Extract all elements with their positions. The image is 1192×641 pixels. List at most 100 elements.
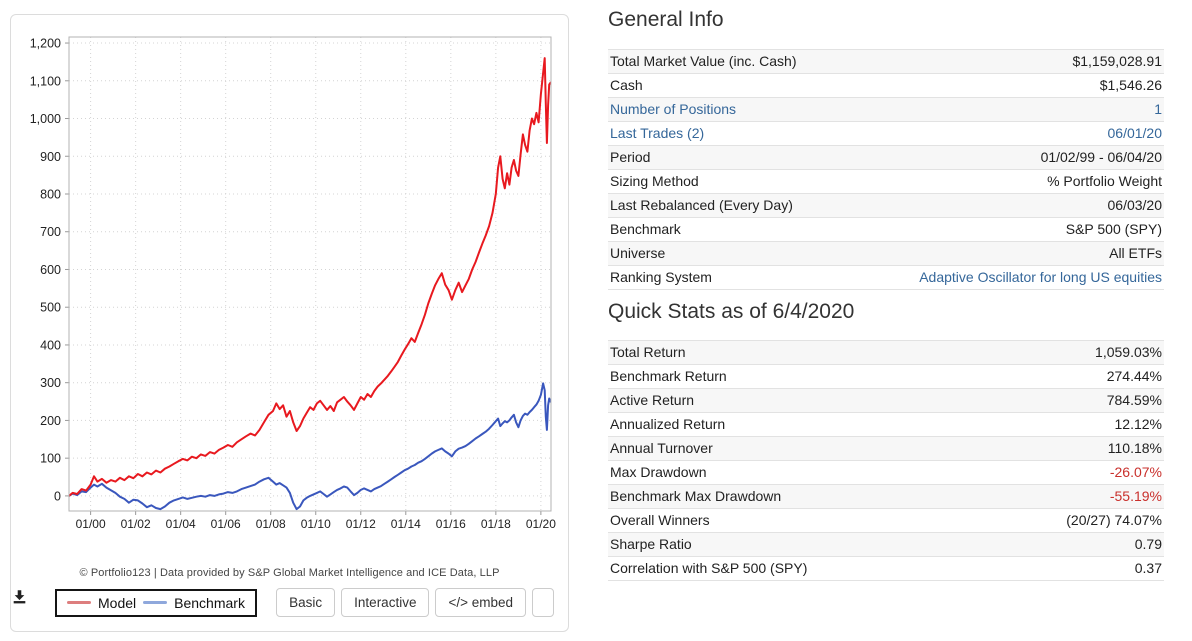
row-label[interactable]: Number of Positions (610, 101, 737, 117)
row-label: Annual Turnover (610, 440, 713, 456)
row-value: 784.59% (1106, 392, 1162, 408)
row-value: 274.44% (1106, 368, 1162, 384)
svg-text:01/08: 01/08 (256, 517, 286, 531)
svg-text:01/18: 01/18 (481, 517, 511, 531)
row-label: Total Market Value (inc. Cash) (610, 53, 797, 69)
svg-text:200: 200 (40, 414, 61, 428)
row-label: Period (610, 149, 651, 165)
info-panel: General Info Total Market Value (inc. Ca… (608, 0, 1164, 581)
row-value: 06/03/20 (1107, 197, 1163, 213)
basic-view-button[interactable]: Basic (276, 588, 336, 617)
table-row: Overall Winners (20/27) 74.07% (608, 508, 1164, 532)
chart-view-buttons: Basic Interactive </> embed (13, 588, 554, 617)
row-value[interactable]: Adaptive Oscillator for long US equities (919, 269, 1162, 285)
svg-text:100: 100 (40, 452, 61, 466)
performance-chart: 0 100 200 300 400 500 600 700 800 900 1,000 1,100 1,… (30, 36, 556, 531)
table-row: Total Return 1,059.03% (608, 340, 1164, 364)
svg-text:01/10: 01/10 (301, 517, 331, 531)
row-label: Active Return (610, 392, 695, 408)
row-value: 01/02/99 - 06/04/20 (1040, 149, 1162, 165)
svg-text:600: 600 (40, 263, 61, 277)
row-value: 0.37 (1134, 560, 1162, 576)
row-label[interactable]: Last Trades (2) (610, 125, 705, 141)
quick-stats-table: Total Return 1,059.03% Benchmark Return 274… (608, 340, 1164, 581)
row-label: Annualized Return (610, 416, 726, 432)
chart-legend: Model Benchmark (55, 588, 257, 617)
row-label: Universe (610, 245, 666, 261)
row-value[interactable]: 06/01/20 (1107, 125, 1163, 141)
svg-text:800: 800 (40, 187, 61, 201)
table-row: Ranking System Adaptive Oscillator for lo… (608, 265, 1164, 289)
benchmark-legend-label: Benchmark (174, 594, 245, 611)
row-label: Ranking System (610, 269, 712, 285)
model-legend-label: Model (98, 594, 137, 611)
table-row: Benchmark Return 274.44% (608, 364, 1164, 388)
table-row: Universe All ETFs (608, 241, 1164, 265)
row-value: % Portfolio Weight (1047, 173, 1162, 189)
table-row: Period 01/02/99 - 06/04/20 (608, 145, 1164, 169)
row-value: S&P 500 (SPY) (1065, 221, 1162, 237)
row-label: Benchmark Max Drawdown (610, 488, 782, 504)
table-row: Sizing Method % Portfolio Weight (608, 169, 1164, 193)
svg-text:01/16: 01/16 (436, 517, 466, 531)
svg-text:01/06: 01/06 (211, 517, 241, 531)
svg-text:01/20: 01/20 (526, 517, 556, 531)
row-label: Cash (610, 77, 643, 93)
table-row: Max Drawdown -26.07% (608, 460, 1164, 484)
embed-button[interactable]: </> embed (435, 588, 526, 617)
svg-text:0: 0 (54, 489, 61, 503)
row-value: -26.07% (1109, 464, 1162, 480)
row-value: 12.12% (1114, 416, 1162, 432)
svg-text:1,200: 1,200 (30, 37, 61, 51)
row-value: (20/27) 74.07% (1066, 512, 1162, 528)
row-label: Benchmark Return (610, 368, 727, 384)
row-value: -55.19% (1109, 488, 1162, 504)
table-row: Active Return 784.59% (608, 388, 1164, 412)
svg-text:300: 300 (40, 376, 61, 390)
svg-text:01/02: 01/02 (121, 517, 151, 531)
svg-text:01/12: 01/12 (346, 517, 376, 531)
table-row: Annual Turnover 110.18% (608, 436, 1164, 460)
table-row: Annualized Return 12.12% (608, 412, 1164, 436)
svg-text:01/00: 01/00 (76, 517, 106, 531)
row-value: $1,546.26 (1099, 77, 1162, 93)
svg-text:700: 700 (40, 225, 61, 239)
row-label: Sizing Method (610, 173, 699, 189)
table-row: Benchmark Max Drawdown -55.19% (608, 484, 1164, 508)
svg-text:900: 900 (40, 150, 61, 164)
chart-card: 0 100 200 300 400 500 600 700 800 900 1,000 1,100 1,… (10, 14, 569, 632)
row-label: Total Return (610, 344, 686, 360)
quick-stats-heading: Quick Stats as of 6/4/2020 (608, 300, 855, 323)
row-label: Benchmark (610, 221, 681, 237)
row-value: 110.18% (1107, 440, 1162, 456)
interactive-view-button[interactable]: Interactive (341, 588, 430, 617)
general-info-heading: General Info (608, 8, 724, 31)
svg-text:1,100: 1,100 (30, 74, 61, 88)
table-row: Number of Positions 1 (608, 97, 1164, 121)
row-value: All ETFs (1109, 245, 1162, 261)
table-row: Last Rebalanced (Every Day) 06/03/20 (608, 193, 1164, 217)
row-label: Last Rebalanced (Every Day) (610, 197, 793, 213)
row-label: Sharpe Ratio (610, 536, 692, 552)
download-button[interactable] (13, 588, 554, 617)
svg-text:01/14: 01/14 (391, 517, 421, 531)
table-row: Cash $1,546.26 (608, 73, 1164, 97)
model-line-swatch (67, 601, 91, 604)
benchmark-line-swatch (143, 601, 168, 604)
row-value: 1,059.03% (1095, 344, 1162, 360)
table-row: Sharpe Ratio 0.79 (608, 532, 1164, 556)
table-row: Last Trades (2) 06/01/20 (608, 121, 1164, 145)
svg-text:400: 400 (40, 338, 61, 352)
svg-text:01/04: 01/04 (166, 517, 196, 531)
row-value: $1,159,028.91 (1072, 53, 1162, 69)
row-label: Overall Winners (610, 512, 710, 528)
row-label: Max Drawdown (610, 464, 707, 480)
table-row: Correlation with S&P 500 (SPY) 0.37 (608, 556, 1164, 580)
row-label: Correlation with S&P 500 (SPY) (610, 560, 808, 576)
general-info-table: Total Market Value (inc. Cash) $1,159,028… (608, 49, 1164, 290)
row-value[interactable]: 1 (1154, 101, 1162, 117)
table-row: Total Market Value (inc. Cash) $1,159,028… (608, 49, 1164, 73)
chart-bottom-row: Model Benchmark Basic Interactive </> em… (11, 588, 568, 617)
table-row: Benchmark S&P 500 (SPY) (608, 217, 1164, 241)
